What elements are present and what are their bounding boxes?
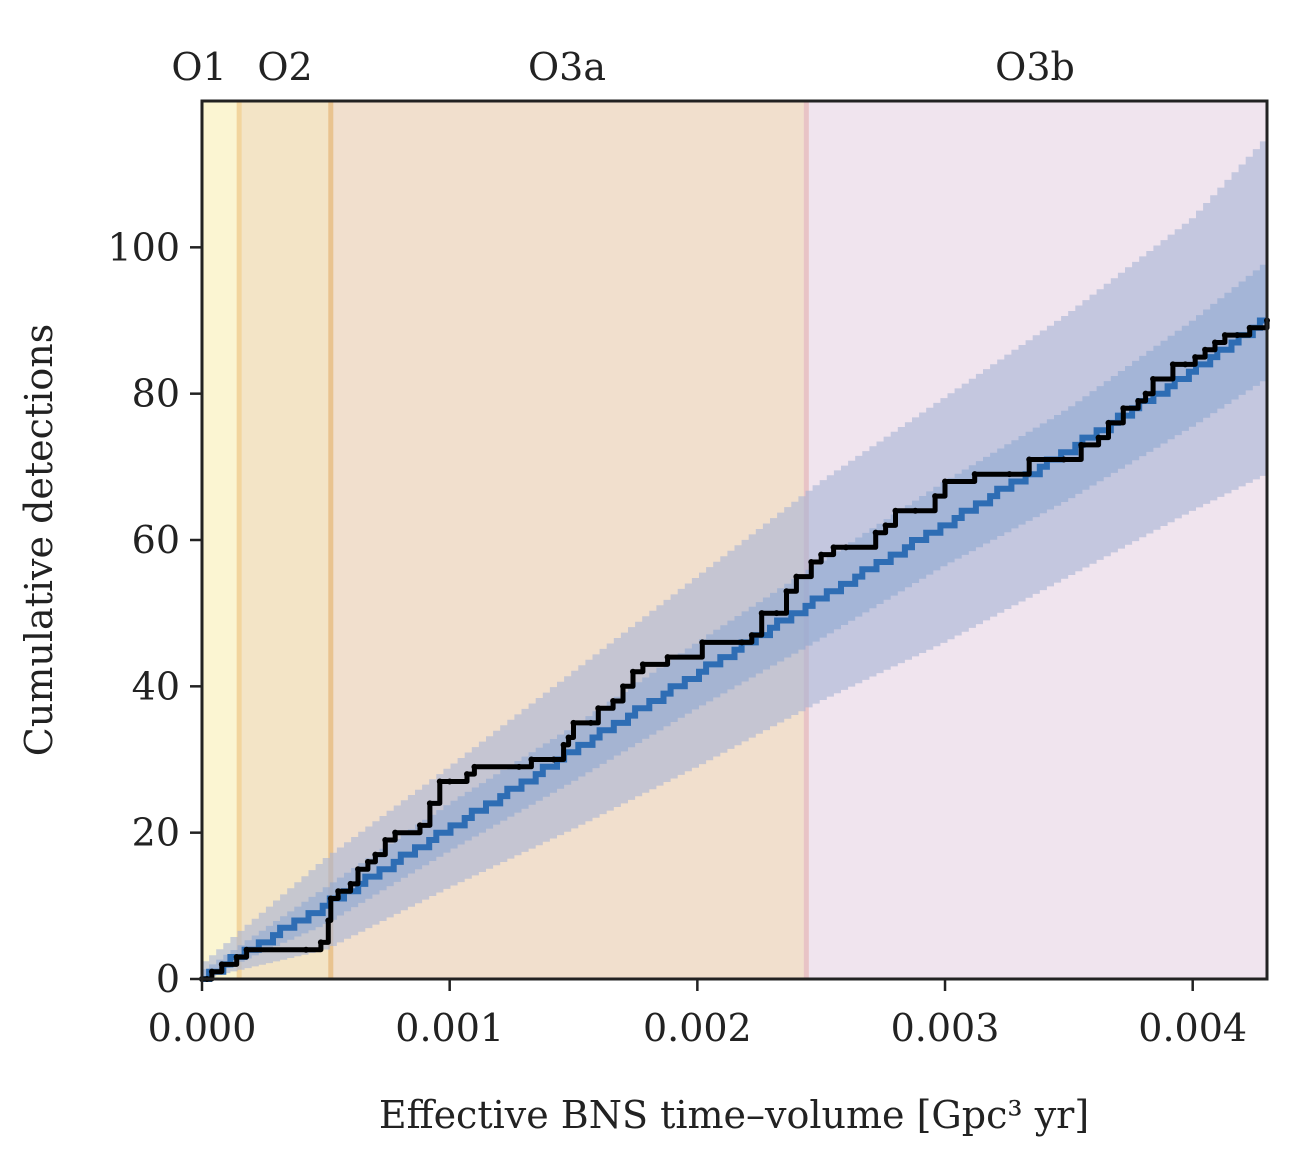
- observed-point: [1150, 376, 1157, 383]
- observed-point: [372, 851, 379, 858]
- observed-point: [892, 507, 899, 514]
- observed-point: [426, 800, 433, 807]
- x-tick-label: 0.004: [1138, 1006, 1247, 1050]
- observed-point: [570, 719, 577, 726]
- observed-point: [516, 763, 523, 770]
- y-tick-label: 0: [156, 957, 180, 1001]
- observed-point: [808, 558, 815, 565]
- observed-point: [327, 895, 334, 902]
- observed-point: [446, 778, 453, 785]
- observed-point: [560, 741, 567, 748]
- observed-point: [773, 610, 780, 617]
- observed-point: [882, 522, 889, 529]
- observed-point: [416, 822, 423, 829]
- x-tick-label: 0.001: [395, 1006, 504, 1050]
- observed-point: [1095, 434, 1102, 441]
- observed-point: [325, 917, 332, 924]
- observed-point: [1246, 324, 1253, 331]
- expected-band-90: [202, 141, 1267, 979]
- observed-point: [842, 544, 849, 551]
- observed-point: [355, 866, 362, 873]
- observed-point: [1142, 390, 1149, 397]
- observed-point: [1120, 405, 1127, 412]
- observed-point: [872, 529, 879, 536]
- observing-run-label-o3b: O3b: [995, 45, 1075, 89]
- x-axis-title: Effective BNS time–volume [Gpc³ yr]: [379, 1093, 1089, 1137]
- y-tick-label: 80: [132, 372, 180, 416]
- observed-point: [830, 544, 837, 551]
- observed-point: [971, 471, 978, 478]
- observing-run-label-o2: O2: [257, 45, 312, 89]
- observed-point: [392, 829, 399, 836]
- observed-point: [436, 778, 443, 785]
- observed-point: [1211, 339, 1218, 346]
- observed-point: [587, 719, 594, 726]
- observing-run-labels: O1 O2 O3a O3b: [171, 45, 1075, 89]
- observed-point: [783, 588, 790, 595]
- observed-point: [382, 836, 389, 843]
- observed-point: [942, 478, 949, 485]
- observed-point: [629, 668, 636, 675]
- observed-point: [1182, 361, 1189, 368]
- observed-point: [528, 756, 535, 763]
- observed-point: [1105, 419, 1112, 426]
- y-tick-label: 20: [132, 811, 180, 855]
- observed-point: [595, 705, 602, 712]
- observed-point: [1192, 354, 1199, 361]
- observed-point: [1234, 332, 1241, 339]
- x-tick-label: 0.002: [643, 1006, 752, 1050]
- observed-point: [208, 968, 215, 975]
- observed-point: [1006, 471, 1013, 478]
- observing-run-label-o3a: O3a: [528, 45, 606, 89]
- observed-point: [664, 654, 671, 661]
- observed-point: [471, 763, 478, 770]
- observed-point: [347, 880, 354, 887]
- y-axis-ticks: 0 20 40 60 80 100: [107, 225, 202, 1001]
- observed-point: [1060, 456, 1067, 463]
- observed-series: [199, 317, 1270, 982]
- observed-point: [317, 939, 324, 946]
- observed-point: [233, 954, 240, 961]
- observed-point: [303, 946, 310, 953]
- y-tick-label: 60: [132, 518, 180, 562]
- x-tick-label: 0.003: [891, 1006, 1000, 1050]
- observed-point: [639, 661, 646, 668]
- observed-point: [793, 573, 800, 580]
- observed-point: [243, 946, 250, 953]
- observed-point: [464, 771, 471, 778]
- expected-band-50: [202, 264, 1267, 978]
- observed-point: [565, 734, 572, 741]
- y-axis-title: Cumulative detections: [17, 324, 61, 756]
- observing-run-label-o1: O1: [171, 45, 226, 89]
- expected-bands: [202, 141, 1267, 979]
- observed-point: [364, 858, 371, 865]
- observed-point: [550, 756, 557, 763]
- observed-point: [1169, 361, 1176, 368]
- observed-point: [932, 493, 939, 500]
- observed-point: [1026, 456, 1033, 463]
- y-tick-label: 40: [132, 664, 180, 708]
- x-axis-ticks: 0.000 0.001 0.002 0.003 0.004: [148, 979, 1247, 1050]
- observed-point: [818, 551, 825, 558]
- observed-point: [699, 639, 706, 646]
- observed-point: [1221, 332, 1228, 339]
- observed-point: [335, 888, 342, 895]
- observed-point: [620, 683, 627, 690]
- observing-run-span-o1: [202, 101, 240, 979]
- observed-point: [218, 961, 225, 968]
- observing-run-span-o2: [239, 101, 331, 979]
- observed-point: [748, 632, 755, 639]
- observed-point: [738, 639, 745, 646]
- observed-point: [1202, 346, 1209, 353]
- observed-point: [912, 507, 919, 514]
- observed-detections-line: [202, 320, 1270, 982]
- observed-point: [758, 610, 765, 617]
- observed-point: [610, 697, 617, 704]
- y-tick-label: 100: [107, 225, 180, 269]
- x-tick-label: 0.000: [148, 1006, 257, 1050]
- observed-point: [1078, 441, 1085, 448]
- observed-point: [1135, 397, 1142, 404]
